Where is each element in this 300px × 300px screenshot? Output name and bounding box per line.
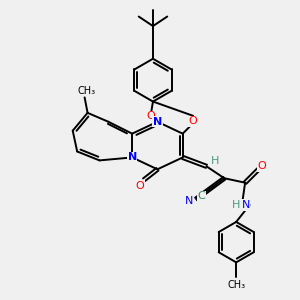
- Text: N: N: [242, 200, 250, 210]
- Text: O: O: [135, 181, 144, 191]
- Text: N: N: [185, 196, 194, 206]
- Text: C: C: [197, 191, 205, 201]
- Text: CH₃: CH₃: [78, 86, 96, 96]
- Text: H: H: [211, 156, 219, 166]
- Text: H: H: [232, 200, 240, 210]
- Text: N: N: [153, 117, 162, 127]
- Text: O: O: [146, 111, 155, 121]
- Text: N: N: [128, 152, 137, 162]
- Text: CH₃: CH₃: [227, 280, 245, 290]
- Text: O: O: [258, 161, 266, 171]
- Text: O: O: [189, 116, 197, 126]
